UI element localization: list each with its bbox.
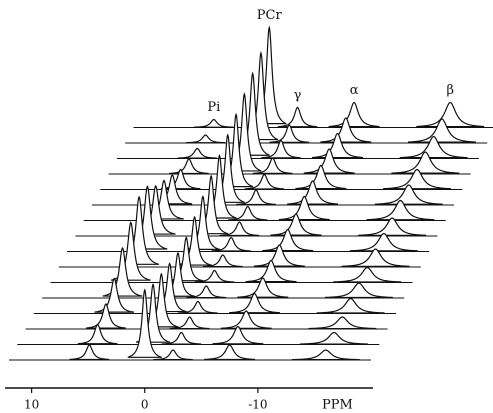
peak [86,303,126,329]
peak [328,101,380,128]
peak [391,151,460,174]
peak [236,189,276,206]
peak [212,325,264,345]
peak [219,221,260,237]
peak [77,323,118,345]
peak [185,134,226,144]
peak [253,244,305,267]
peak [303,148,355,174]
peak [102,246,143,297]
peak [227,205,268,221]
peak [270,213,322,236]
peak [203,254,243,268]
peak [269,124,310,143]
peak-label: β [446,83,454,98]
peak-label: Pi [207,100,220,115]
peak [220,310,272,329]
peak [178,300,218,314]
peak [244,173,285,190]
x-tick-label: 0 [141,398,149,412]
peak [358,217,427,236]
peak [211,236,251,252]
peak [278,195,330,221]
peak [308,316,377,330]
peak [169,316,210,330]
peak [194,118,234,128]
peak [316,297,385,314]
peak [229,292,280,314]
peak [333,266,402,283]
peak [366,199,435,221]
peak [204,344,256,361]
peak [94,277,135,313]
peak [277,106,318,128]
peak [399,135,468,159]
peak [311,132,363,159]
peak [237,277,289,298]
peak [416,101,485,128]
peak [245,259,297,283]
peak [252,157,293,174]
peak-label: α [350,83,359,98]
peak [194,269,235,283]
peak [177,147,218,159]
peak [383,168,452,190]
peak-label: γ [294,88,302,103]
peak [407,118,476,143]
peak [295,164,347,190]
peak [300,331,369,345]
peak [161,331,202,345]
peak [291,349,360,361]
peak [320,117,372,143]
peak [69,344,110,361]
peak [341,248,410,267]
peak [186,285,227,299]
peak [169,158,209,175]
peak [153,349,193,361]
peak [127,288,162,358]
peak [374,184,443,205]
peak [262,228,314,252]
x-tick-label: -10 [248,398,267,412]
peak [349,232,418,252]
peak-label: PCr [257,8,283,23]
peak [261,139,301,159]
peak [160,168,201,190]
peak [324,282,393,299]
x-axis-label: PPM [322,398,353,413]
peak [287,180,339,205]
x-tick-label: 10 [24,398,39,412]
